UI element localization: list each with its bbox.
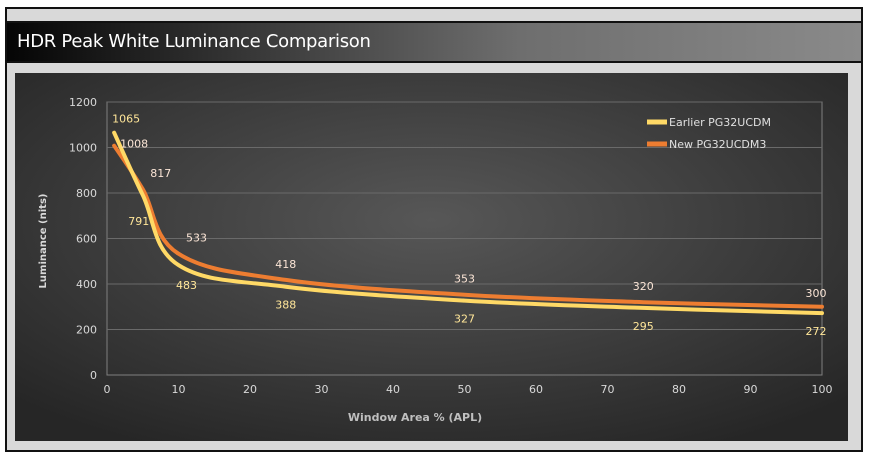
y-tick-label: 200 [76, 324, 97, 337]
series-line-new [112, 143, 824, 309]
data-label: 300 [806, 287, 827, 300]
data-label: 418 [275, 258, 296, 271]
chart-background [15, 73, 848, 441]
x-tick-label: 90 [744, 383, 758, 396]
data-label: 327 [454, 313, 475, 326]
y-tick-label: 1000 [69, 142, 97, 155]
y-tick-label: 600 [76, 233, 97, 246]
page-title: HDR Peak White Luminance Comparison [17, 31, 371, 52]
x-tick-label: 10 [172, 383, 186, 396]
x-tick-label: 0 [104, 383, 111, 396]
data-label: 388 [275, 299, 296, 312]
data-label: 791 [128, 215, 149, 228]
chart-frame: HDR Peak White Luminance Comparison 0 200… [5, 7, 863, 452]
y-tick-label: 800 [76, 187, 97, 200]
series-line-earlier [112, 130, 824, 316]
x-tick-label: 20 [243, 383, 257, 396]
x-tick-label: 30 [315, 383, 329, 396]
data-label: 295 [633, 320, 654, 333]
x-tick-label: 70 [601, 383, 615, 396]
y-tick-label: 0 [90, 369, 97, 382]
y-axis-label: Luminance (nits) [38, 194, 49, 289]
data-label: 483 [176, 279, 197, 292]
y-tick-label: 400 [76, 278, 97, 291]
data-label: 1065 [112, 113, 140, 126]
data-label: 320 [633, 280, 654, 293]
data-label: 817 [150, 167, 171, 180]
x-tick-label: 60 [529, 383, 543, 396]
data-label: 1008 [120, 138, 148, 151]
data-label: 533 [186, 232, 207, 245]
title-bar: HDR Peak White Luminance Comparison [7, 21, 861, 63]
data-label: 353 [454, 273, 475, 286]
x-tick-label: 50 [458, 383, 472, 396]
data-label: 272 [806, 325, 827, 338]
legend-label: Earlier PG32UCDM [669, 116, 771, 129]
x-tick-label: 80 [672, 383, 686, 396]
x-tick-label: 40 [386, 383, 400, 396]
x-tick-label: 100 [812, 383, 833, 396]
y-tick-label: 1200 [69, 96, 97, 109]
chart: 0 200 400 600 800 1000 1200 0 10 20 30 40 50 60 70 80 90… [15, 73, 848, 441]
x-axis-label: Window Area % (APL) [348, 411, 482, 424]
legend-label: New PG32UCDM3 [669, 138, 766, 151]
